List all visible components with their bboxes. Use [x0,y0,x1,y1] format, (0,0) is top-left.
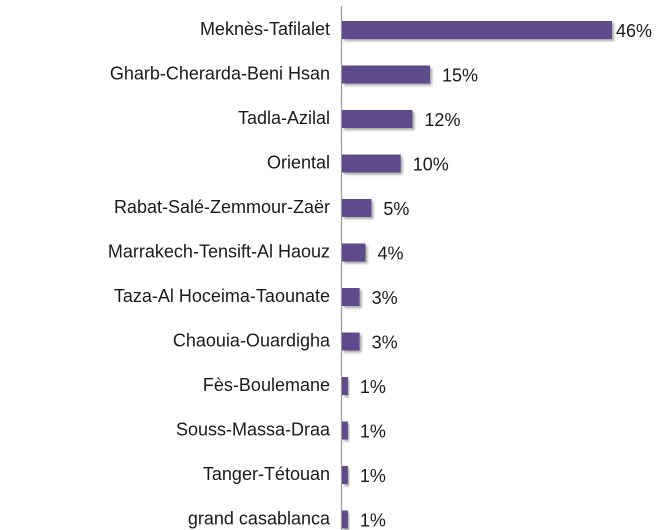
bar [342,21,612,39]
category-label: Meknès-Tafilalet [200,19,330,39]
data-label: 1% [360,510,386,530]
bar [342,510,348,529]
category-label: grand casablanca [188,508,331,528]
data-label: 1% [360,466,386,486]
data-label: 10% [413,154,449,174]
category-label: Tadla-Azilal [238,108,330,128]
bar [342,154,401,173]
category-label: Gharb-Cherarda-Beni Hsan [110,63,330,83]
bar [342,199,372,217]
bar [342,288,360,306]
category-label: Oriental [267,152,330,172]
data-label: 1% [360,377,386,397]
bar [342,110,413,128]
data-label: 1% [360,421,386,441]
bar [342,377,348,395]
data-label: 15% [442,65,478,85]
data-label: 12% [424,110,460,130]
bar [342,65,431,84]
bar [342,243,366,262]
bar [342,421,348,440]
bar [342,332,360,351]
category-label: Marrakech-Tensift-Al Haouz [108,241,330,261]
data-label: 3% [372,332,398,352]
data-label: 5% [383,199,409,219]
data-label: 4% [377,243,403,263]
category-label: Rabat-Salé-Zemmour-Zaër [114,197,330,217]
category-label: Fès-Boulemane [203,375,330,395]
data-label: 3% [372,288,398,308]
data-label: 46% [616,21,652,41]
category-label: Souss-Massa-Draa [176,419,331,439]
category-label: Taza-Al Hoceima-Taounate [114,286,330,306]
category-label: Tanger-Tétouan [203,464,330,484]
bar [342,466,348,484]
category-label: Chaouia-Ouardigha [173,330,331,350]
